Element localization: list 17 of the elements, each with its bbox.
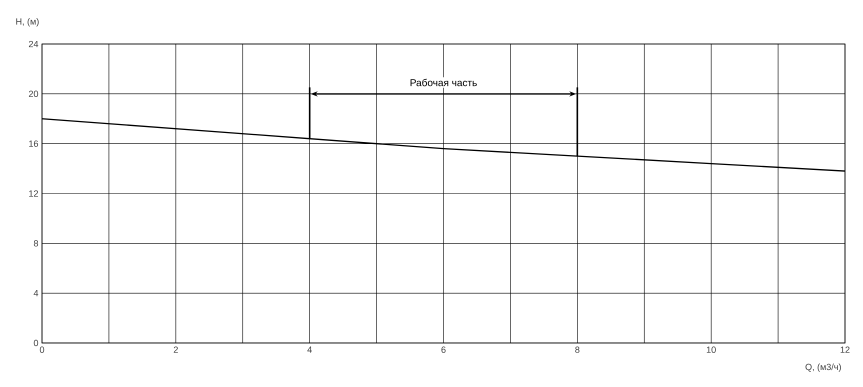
x-axis-title: Q, (м3/ч) — [806, 364, 841, 372]
x-tick-label: 0 — [40, 346, 44, 353]
y-tick-label: 4 — [34, 290, 38, 296]
y-tick-label: 20 — [28, 90, 38, 98]
x-tick-label: 2 — [174, 346, 178, 353]
y-tick-label: 16 — [29, 140, 38, 147]
x-tick-label: 8 — [575, 346, 580, 353]
x-tick-label: 10 — [706, 346, 716, 353]
y-tick-label: 0 — [34, 340, 38, 346]
y-tick-label: 8 — [34, 240, 38, 247]
annotation: Рабочая часть — [410, 78, 477, 86]
x-tick-label: 4 — [307, 346, 312, 353]
y-axis-title: H, (м) — [16, 18, 39, 26]
y-tick-label: 24 — [28, 40, 38, 48]
x-tick-label: 6 — [441, 346, 446, 353]
x-tick-label: 12 — [840, 346, 850, 353]
y-tick-label: 12 — [29, 190, 38, 197]
